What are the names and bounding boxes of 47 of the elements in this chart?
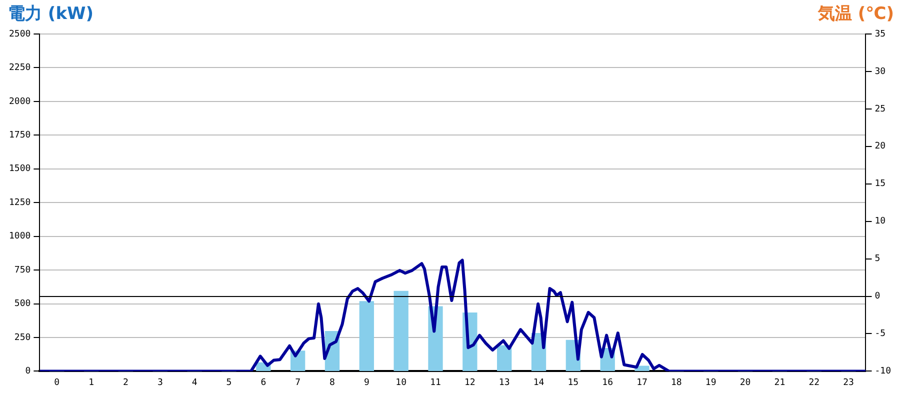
y-tick-label: 0 [25, 366, 31, 377]
x-tick-label: 15 [568, 378, 579, 388]
x-tick-label: 6 [260, 378, 266, 388]
y-tick-label: 1500 [8, 164, 31, 174]
y2-tick-label: 0 [874, 292, 880, 302]
x-tick-label: 4 [192, 378, 198, 388]
x-tick-label: 19 [705, 378, 716, 388]
y-tick-label: 250 [14, 332, 31, 343]
x-tick-label: 8 [330, 378, 335, 388]
y-tick-label: 750 [14, 265, 31, 276]
x-tick-label: 21 [774, 378, 786, 388]
y2-axis-title: 気温 (℃) [816, 4, 894, 24]
x-tick-label: 22 [808, 378, 820, 388]
y2-tick-label: 20 [874, 142, 886, 152]
x-tick-label: 23 [843, 378, 854, 388]
x-tick-label: 0 [54, 378, 60, 388]
x-tick-label: 16 [602, 378, 614, 388]
y2-tick-label: 15 [874, 179, 886, 190]
y2-tick-label: -5 [874, 329, 886, 340]
x-tick-label: 10 [396, 378, 406, 388]
x-tick-label: 11 [430, 378, 441, 388]
y-tick-label: 2250 [8, 63, 31, 74]
x-tick-label: 18 [671, 378, 682, 388]
x-tick-label: 12 [464, 378, 476, 388]
y-tick-label: 2500 [8, 29, 31, 40]
x-tick-label: 5 [226, 378, 232, 388]
x-tick-label: 2 [123, 378, 128, 388]
y-tick-label: 1250 [8, 198, 31, 208]
y-tick-label: 2000 [8, 96, 31, 107]
y2-tick-label: 10 [874, 216, 886, 227]
x-tick-label: 13 [498, 378, 510, 388]
y2-tick-label: -10 [874, 366, 892, 377]
y2-tick-label: 25 [874, 104, 886, 114]
y-tick-label: 1000 [8, 232, 31, 242]
y-tick-label: 1750 [8, 130, 31, 141]
y-tick-label: 500 [14, 299, 31, 310]
y2-tick-label: 30 [874, 66, 886, 77]
x-tick-label: 9 [364, 378, 370, 388]
y2-tick-label: 5 [874, 254, 880, 264]
x-tick-label: 20 [740, 378, 751, 388]
x-tick-label: 14 [533, 378, 544, 388]
x-tick-label: 17 [636, 378, 648, 388]
x-tick-label: 7 [295, 378, 301, 388]
x-tick-label: 3 [157, 378, 163, 388]
y2-tick-label: 35 [874, 29, 886, 40]
x-tick-label: 1 [88, 378, 94, 388]
y-axis-title: 電力 (kW) [8, 4, 94, 24]
